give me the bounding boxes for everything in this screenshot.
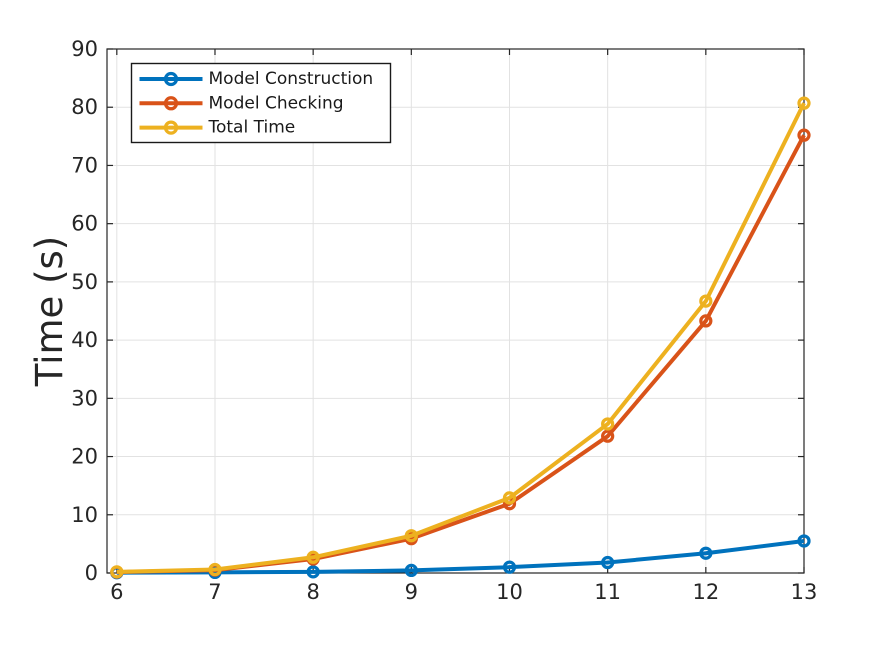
legend-marker-total-time bbox=[163, 120, 179, 135]
series-marker-total-time bbox=[404, 529, 418, 543]
series-marker-total-time bbox=[110, 565, 124, 579]
series-line-model-construction bbox=[116, 538, 805, 575]
y-tick-label: 90 bbox=[71, 37, 98, 61]
legend-label-model-checking: Model Checking bbox=[209, 93, 344, 113]
series-marker-model-construction bbox=[601, 555, 615, 570]
series-marker-model-construction bbox=[306, 565, 320, 579]
legend: Model Construction Model Checking Total Ti… bbox=[130, 62, 392, 144]
series-marker-model-checking bbox=[699, 314, 713, 328]
x-tick-label: 13 bbox=[791, 580, 818, 604]
y-tick-label: 80 bbox=[71, 95, 98, 119]
y-tick-label: 20 bbox=[71, 445, 98, 469]
legend-marker-model-construction bbox=[163, 71, 179, 87]
legend-label-total-time: Total Time bbox=[208, 118, 296, 138]
legend-entry-model-construction: Model Construction bbox=[139, 69, 374, 89]
series-line-total-time bbox=[116, 102, 806, 574]
series-marker-total-time bbox=[306, 550, 320, 564]
series-marker-model-construction bbox=[699, 546, 713, 560]
series-marker-total-time bbox=[208, 562, 222, 577]
y-axis-label: Time (s) bbox=[28, 236, 71, 387]
y-tick-label: 30 bbox=[71, 386, 98, 410]
x-tick-label: 12 bbox=[692, 580, 719, 604]
y-tick-label: 60 bbox=[71, 212, 98, 236]
series-marker-total-time bbox=[797, 96, 811, 110]
y-tick-label: 10 bbox=[71, 503, 98, 527]
x-tick-label: 6 bbox=[110, 580, 123, 604]
y-tick-label: 50 bbox=[71, 270, 98, 294]
y-tick-label: 70 bbox=[71, 153, 98, 177]
legend-marker-model-checking bbox=[163, 96, 179, 111]
series-marker-model-construction bbox=[404, 563, 418, 578]
series-marker-model-construction bbox=[797, 534, 811, 548]
series-marker-model-checking bbox=[601, 429, 615, 443]
x-tick-label: 10 bbox=[496, 580, 523, 604]
series-marker-model-construction bbox=[502, 560, 517, 574]
legend-entry-model-checking: Model Checking bbox=[139, 93, 344, 113]
y-tick-label: 40 bbox=[71, 328, 98, 352]
series-total-time bbox=[110, 96, 811, 579]
y-tick-label: 0 bbox=[85, 561, 98, 585]
legend-label-model-construction: Model Construction bbox=[209, 69, 374, 89]
series-marker-total-time bbox=[601, 417, 615, 431]
series-marker-model-checking bbox=[797, 128, 811, 142]
x-tick-label: 9 bbox=[405, 580, 418, 604]
x-tick-label: 7 bbox=[208, 580, 221, 604]
legend-entry-total-time: Total Time bbox=[139, 118, 296, 138]
x-tick-label: 8 bbox=[306, 580, 319, 604]
series-marker-total-time bbox=[502, 491, 517, 505]
axes-box bbox=[106, 48, 805, 574]
x-tick-label: 11 bbox=[594, 580, 621, 604]
series-marker-total-time bbox=[699, 294, 713, 308]
